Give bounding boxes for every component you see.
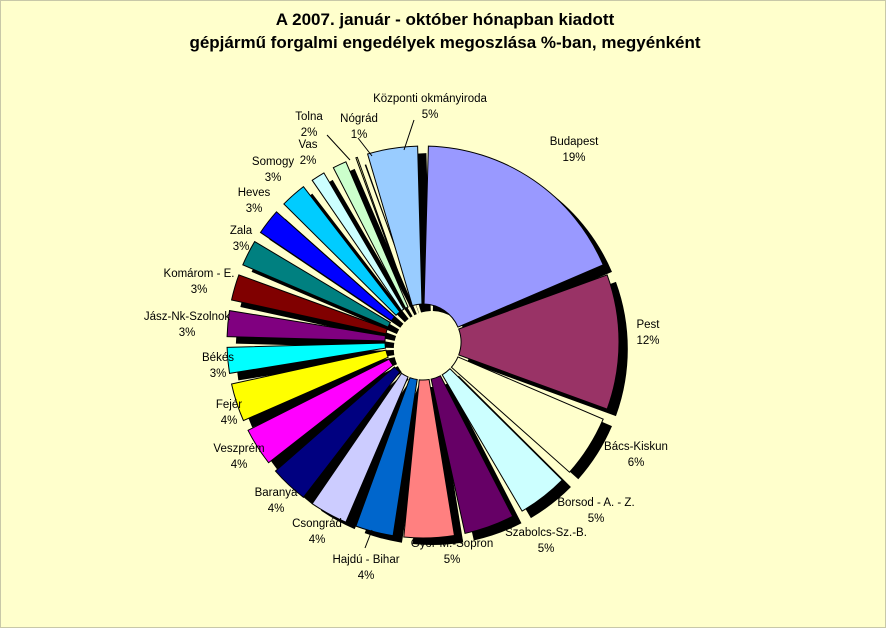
- pie-slice: [458, 274, 620, 410]
- slice-label-name: Békés: [202, 352, 234, 364]
- pie-slice: [259, 211, 396, 322]
- slice-label-name: Vas: [299, 139, 318, 151]
- label-leader-line: [403, 119, 415, 151]
- slice-label: Vas 2%: [299, 139, 318, 167]
- slice-label-name: Nógrád: [340, 113, 378, 125]
- slice-label-percent: 4%: [358, 570, 375, 582]
- slice-label-name: Komárom - E.: [164, 268, 235, 280]
- pie-slice: [450, 356, 604, 473]
- slice-label: Győr-M.-Sopron 5%: [411, 538, 493, 566]
- slice-label-percent: 6%: [628, 457, 645, 469]
- pie-slice: [226, 310, 387, 342]
- slice-label-percent: 3%: [233, 241, 250, 253]
- slice-label: Nógrád 1%: [340, 113, 378, 141]
- pie-slice: [230, 349, 389, 422]
- slice-label-name: Borsod - A. - Z.: [557, 497, 634, 509]
- slice-label-percent: 5%: [444, 554, 461, 566]
- slice-label-name: Tolna: [295, 111, 323, 123]
- slice-label: Tolna 2%: [295, 111, 323, 139]
- slice-label-name: Központi okmányiroda: [373, 93, 487, 105]
- slice-label: Szabolcs-Sz.-B. 5%: [505, 527, 587, 555]
- chart-title-line-2: gépjármű forgalmi engedélyek megoszlása …: [189, 33, 701, 52]
- pie-slice: [230, 274, 388, 335]
- pie-slice: [430, 375, 514, 535]
- pie-labels: Budapest 19% Pest 12% Bács-Kiskun 6% Borsod - …: [144, 93, 668, 582]
- label-leader-line: [357, 137, 373, 157]
- slice-label-name: Jász-Nk-Szolnok: [144, 311, 231, 323]
- slice-label: Veszprém 4%: [213, 443, 264, 471]
- slice-label-percent: 4%: [221, 415, 238, 427]
- slice-label-name: Szabolcs-Sz.-B.: [505, 527, 587, 539]
- chart-title: A 2007. január - október hónapban kiadot…: [0, 8, 890, 54]
- slice-label-percent: 3%: [179, 327, 196, 339]
- slice-label: Pest 12%: [636, 319, 660, 347]
- slice-label-name: Hajdú - Bihar: [332, 554, 399, 566]
- slice-label-percent: 3%: [265, 172, 282, 184]
- slice-label: Borsod - A. - Z. 5%: [557, 497, 634, 525]
- slice-label-percent: 4%: [309, 534, 326, 546]
- slice-label: Budapest 19%: [550, 136, 599, 164]
- slice-label: Baranya 4%: [255, 487, 298, 515]
- slice-label-name: Baranya: [255, 487, 298, 499]
- slice-label-percent: 4%: [231, 459, 248, 471]
- slice-label-percent: 1%: [351, 129, 368, 141]
- pie-slice: [366, 145, 423, 307]
- slice-label-name: Somogy: [252, 156, 294, 168]
- slice-label: Fejér 4%: [216, 399, 242, 427]
- pie-slice: [226, 342, 387, 374]
- slice-label: Heves 3%: [238, 187, 271, 215]
- slice-label: Hajdú - Bihar 4%: [332, 554, 399, 582]
- slice-label: Csongrád 4%: [292, 518, 342, 546]
- slice-label-percent: 19%: [562, 152, 585, 164]
- slice-label-percent: 2%: [301, 127, 318, 139]
- slice-label-percent: 3%: [210, 368, 227, 380]
- label-leader-line: [326, 134, 351, 161]
- slice-label-name: Csongrád: [292, 518, 342, 530]
- pie-slice: [441, 368, 563, 512]
- pie-slice: [332, 161, 409, 309]
- slice-label: Jász-Nk-Szolnok 3%: [144, 311, 231, 339]
- pie-slice: [423, 145, 604, 328]
- pie-slice: [247, 358, 394, 464]
- pie-slice: [403, 378, 455, 539]
- slice-label-percent: 3%: [191, 284, 208, 296]
- slice-label: Központi okmányiroda 5%: [373, 93, 487, 121]
- slice-label: Békés 3%: [202, 352, 234, 380]
- slice-label-name: Bács-Kiskun: [604, 441, 668, 453]
- slice-label: Bács-Kiskun 6%: [604, 441, 668, 469]
- slice-label-name: Győr-M.-Sopron: [411, 538, 493, 550]
- chart-title-line-1: A 2007. január - október hónapban kiadot…: [275, 10, 615, 29]
- slice-label-percent: 12%: [636, 335, 659, 347]
- slice-label: Zala 3%: [230, 225, 253, 253]
- pie-slice: [311, 172, 405, 312]
- pie-slice: [311, 372, 409, 523]
- pie-slice: [283, 185, 401, 316]
- slice-label-percent: 5%: [588, 513, 605, 525]
- pie-slices: [226, 145, 620, 539]
- slice-label-percent: 5%: [422, 109, 439, 121]
- slice-label-name: Veszprém: [213, 443, 264, 455]
- slice-label-percent: 5%: [538, 543, 555, 555]
- slice-label-name: Budapest: [550, 136, 599, 148]
- slice-label: Somogy 3%: [252, 156, 294, 184]
- slice-label: Komárom - E. 3%: [164, 268, 235, 296]
- pie-slice: [355, 377, 418, 537]
- pie-slice: [274, 366, 401, 499]
- pie-slice: [242, 240, 392, 328]
- slice-label-name: Heves: [238, 187, 271, 199]
- slice-label-percent: 3%: [246, 203, 263, 215]
- slice-label-percent: 4%: [268, 503, 285, 515]
- slice-label-name: Fejér: [216, 399, 242, 411]
- slice-label-name: Pest: [636, 319, 660, 331]
- slice-label-name: Zala: [230, 225, 253, 237]
- pie-slice: [355, 156, 411, 307]
- slice-label-percent: 2%: [300, 155, 317, 167]
- label-leader-line: [364, 529, 373, 549]
